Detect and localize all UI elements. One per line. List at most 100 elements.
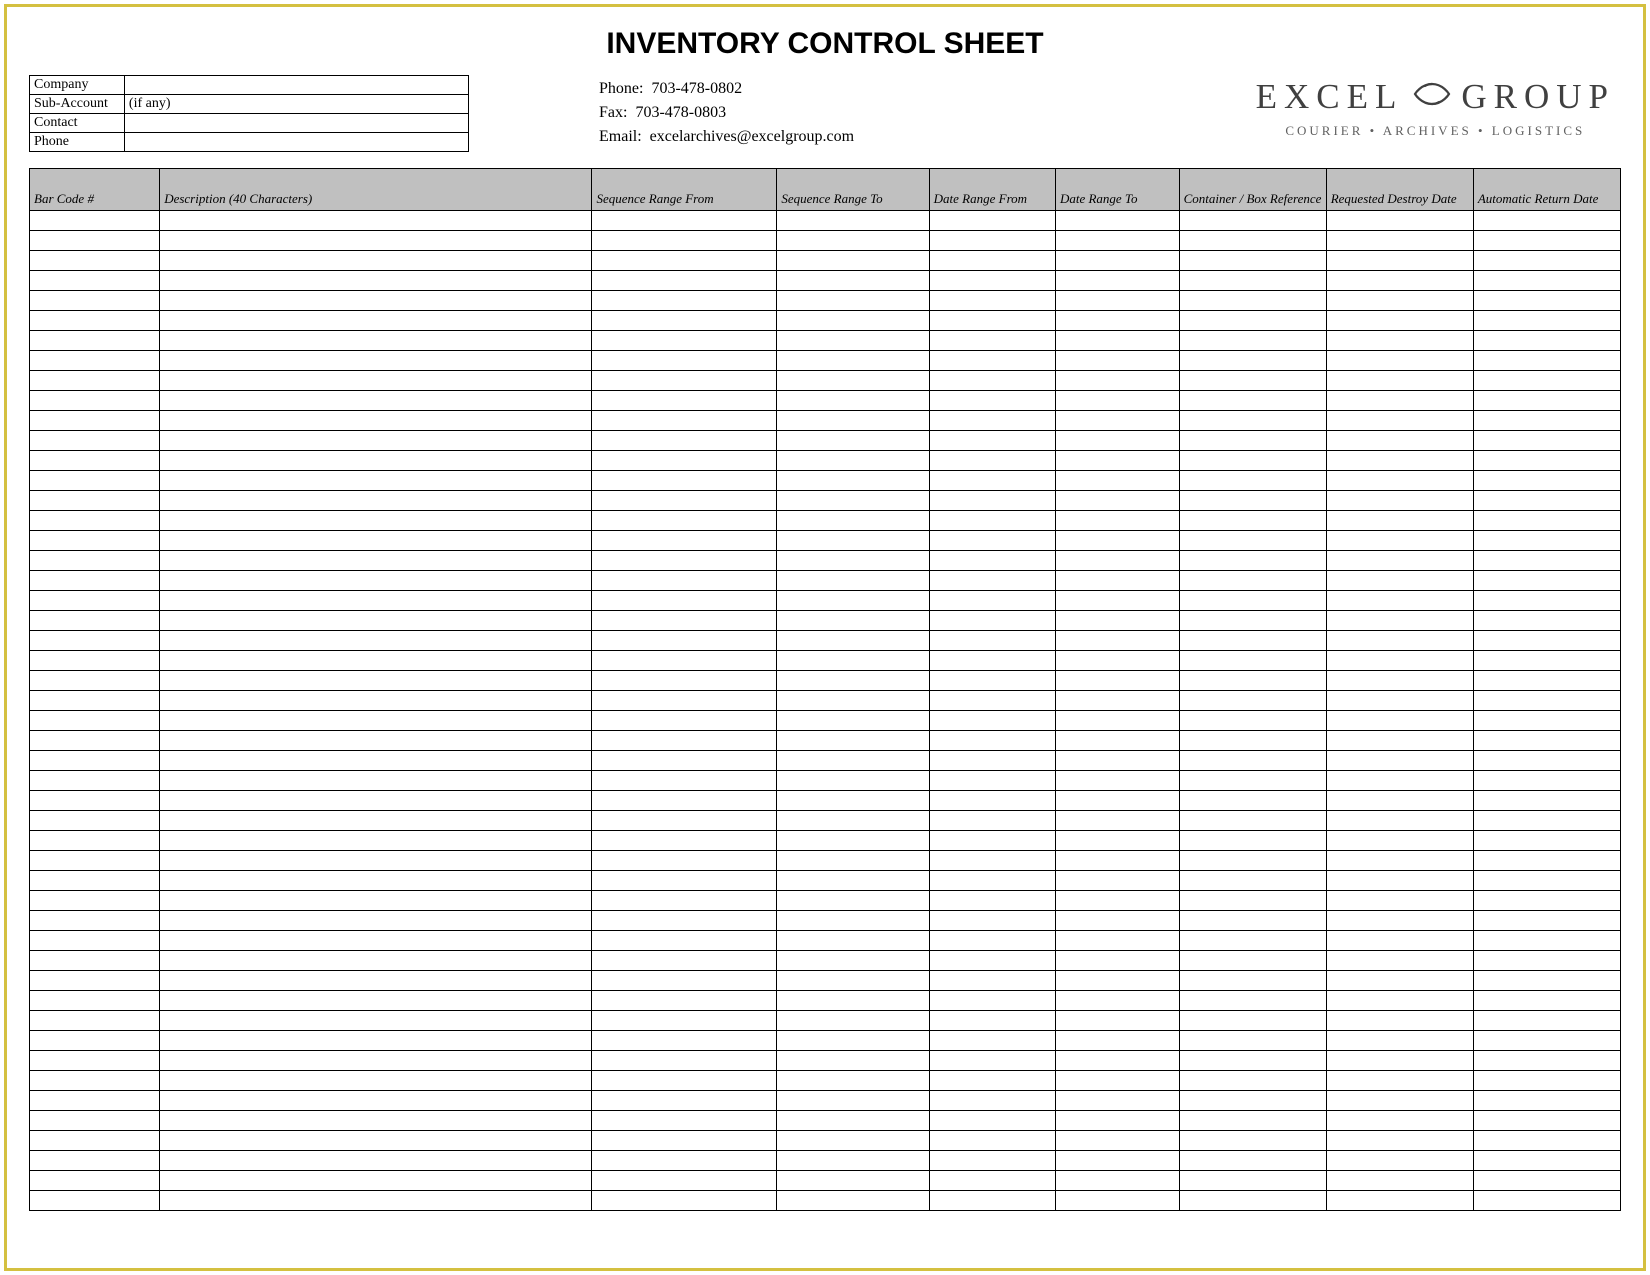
table-cell[interactable] (1055, 251, 1179, 271)
table-cell[interactable] (777, 411, 929, 431)
table-cell[interactable] (1179, 611, 1326, 631)
table-cell[interactable] (777, 831, 929, 851)
table-cell[interactable] (1055, 551, 1179, 571)
table-cell[interactable] (777, 691, 929, 711)
table-cell[interactable] (1326, 731, 1473, 751)
table-cell[interactable] (1055, 1091, 1179, 1111)
table-cell[interactable] (1326, 331, 1473, 351)
table-cell[interactable] (1326, 511, 1473, 531)
table-cell[interactable] (30, 671, 160, 691)
table-cell[interactable] (1326, 431, 1473, 451)
table-cell[interactable] (1055, 1191, 1179, 1211)
table-cell[interactable] (592, 571, 777, 591)
table-cell[interactable] (777, 951, 929, 971)
table-cell[interactable] (1326, 611, 1473, 631)
table-cell[interactable] (777, 671, 929, 691)
table-cell[interactable] (1473, 871, 1620, 891)
table-cell[interactable] (1179, 831, 1326, 851)
table-cell[interactable] (929, 991, 1055, 1011)
table-cell[interactable] (30, 1111, 160, 1131)
table-cell[interactable] (160, 811, 592, 831)
table-cell[interactable] (929, 251, 1055, 271)
table-cell[interactable] (1473, 271, 1620, 291)
table-cell[interactable] (160, 1111, 592, 1131)
table-cell[interactable] (1473, 711, 1620, 731)
info-value[interactable]: (if any) (124, 95, 468, 114)
table-cell[interactable] (929, 591, 1055, 611)
table-cell[interactable] (592, 1051, 777, 1071)
table-cell[interactable] (1055, 211, 1179, 231)
table-cell[interactable] (1326, 631, 1473, 651)
table-cell[interactable] (1473, 1031, 1620, 1051)
table-cell[interactable] (777, 471, 929, 491)
table-cell[interactable] (592, 751, 777, 771)
table-cell[interactable] (1179, 531, 1326, 551)
table-cell[interactable] (1326, 1011, 1473, 1031)
table-cell[interactable] (1179, 271, 1326, 291)
table-cell[interactable] (160, 571, 592, 591)
table-cell[interactable] (1055, 791, 1179, 811)
table-cell[interactable] (1179, 431, 1326, 451)
table-cell[interactable] (592, 911, 777, 931)
table-cell[interactable] (1179, 731, 1326, 751)
table-cell[interactable] (1179, 551, 1326, 571)
table-cell[interactable] (1055, 511, 1179, 531)
table-cell[interactable] (592, 291, 777, 311)
table-cell[interactable] (592, 591, 777, 611)
table-cell[interactable] (1473, 1111, 1620, 1131)
table-cell[interactable] (777, 791, 929, 811)
table-cell[interactable] (1326, 491, 1473, 511)
table-cell[interactable] (592, 1071, 777, 1091)
table-cell[interactable] (592, 1031, 777, 1051)
table-cell[interactable] (1473, 551, 1620, 571)
table-cell[interactable] (30, 531, 160, 551)
table-cell[interactable] (1179, 591, 1326, 611)
table-cell[interactable] (1055, 351, 1179, 371)
table-cell[interactable] (1473, 951, 1620, 971)
table-cell[interactable] (160, 671, 592, 691)
table-cell[interactable] (1326, 211, 1473, 231)
table-cell[interactable] (777, 1191, 929, 1211)
table-cell[interactable] (160, 491, 592, 511)
table-cell[interactable] (1473, 371, 1620, 391)
table-cell[interactable] (1055, 891, 1179, 911)
table-cell[interactable] (160, 331, 592, 351)
table-cell[interactable] (1179, 1011, 1326, 1031)
table-cell[interactable] (1326, 391, 1473, 411)
table-cell[interactable] (1055, 291, 1179, 311)
table-cell[interactable] (1473, 751, 1620, 771)
table-cell[interactable] (929, 951, 1055, 971)
table-cell[interactable] (1473, 731, 1620, 751)
table-cell[interactable] (30, 591, 160, 611)
table-cell[interactable] (1055, 831, 1179, 851)
table-cell[interactable] (30, 271, 160, 291)
table-cell[interactable] (1179, 291, 1326, 311)
table-cell[interactable] (592, 831, 777, 851)
table-cell[interactable] (1326, 551, 1473, 571)
table-cell[interactable] (1326, 1171, 1473, 1191)
table-cell[interactable] (592, 311, 777, 331)
table-cell[interactable] (160, 711, 592, 731)
table-cell[interactable] (592, 791, 777, 811)
table-cell[interactable] (592, 631, 777, 651)
table-cell[interactable] (1473, 771, 1620, 791)
table-cell[interactable] (1055, 451, 1179, 471)
table-cell[interactable] (1055, 631, 1179, 651)
table-cell[interactable] (160, 351, 592, 371)
table-cell[interactable] (1179, 491, 1326, 511)
table-cell[interactable] (160, 251, 592, 271)
table-cell[interactable] (777, 231, 929, 251)
table-cell[interactable] (1473, 251, 1620, 271)
table-cell[interactable] (929, 531, 1055, 551)
table-cell[interactable] (1179, 951, 1326, 971)
table-cell[interactable] (929, 1131, 1055, 1151)
table-cell[interactable] (1326, 911, 1473, 931)
table-cell[interactable] (592, 531, 777, 551)
table-cell[interactable] (929, 571, 1055, 591)
table-cell[interactable] (777, 391, 929, 411)
table-cell[interactable] (592, 611, 777, 631)
table-cell[interactable] (929, 231, 1055, 251)
table-cell[interactable] (160, 531, 592, 551)
table-cell[interactable] (1179, 891, 1326, 911)
table-cell[interactable] (929, 331, 1055, 351)
